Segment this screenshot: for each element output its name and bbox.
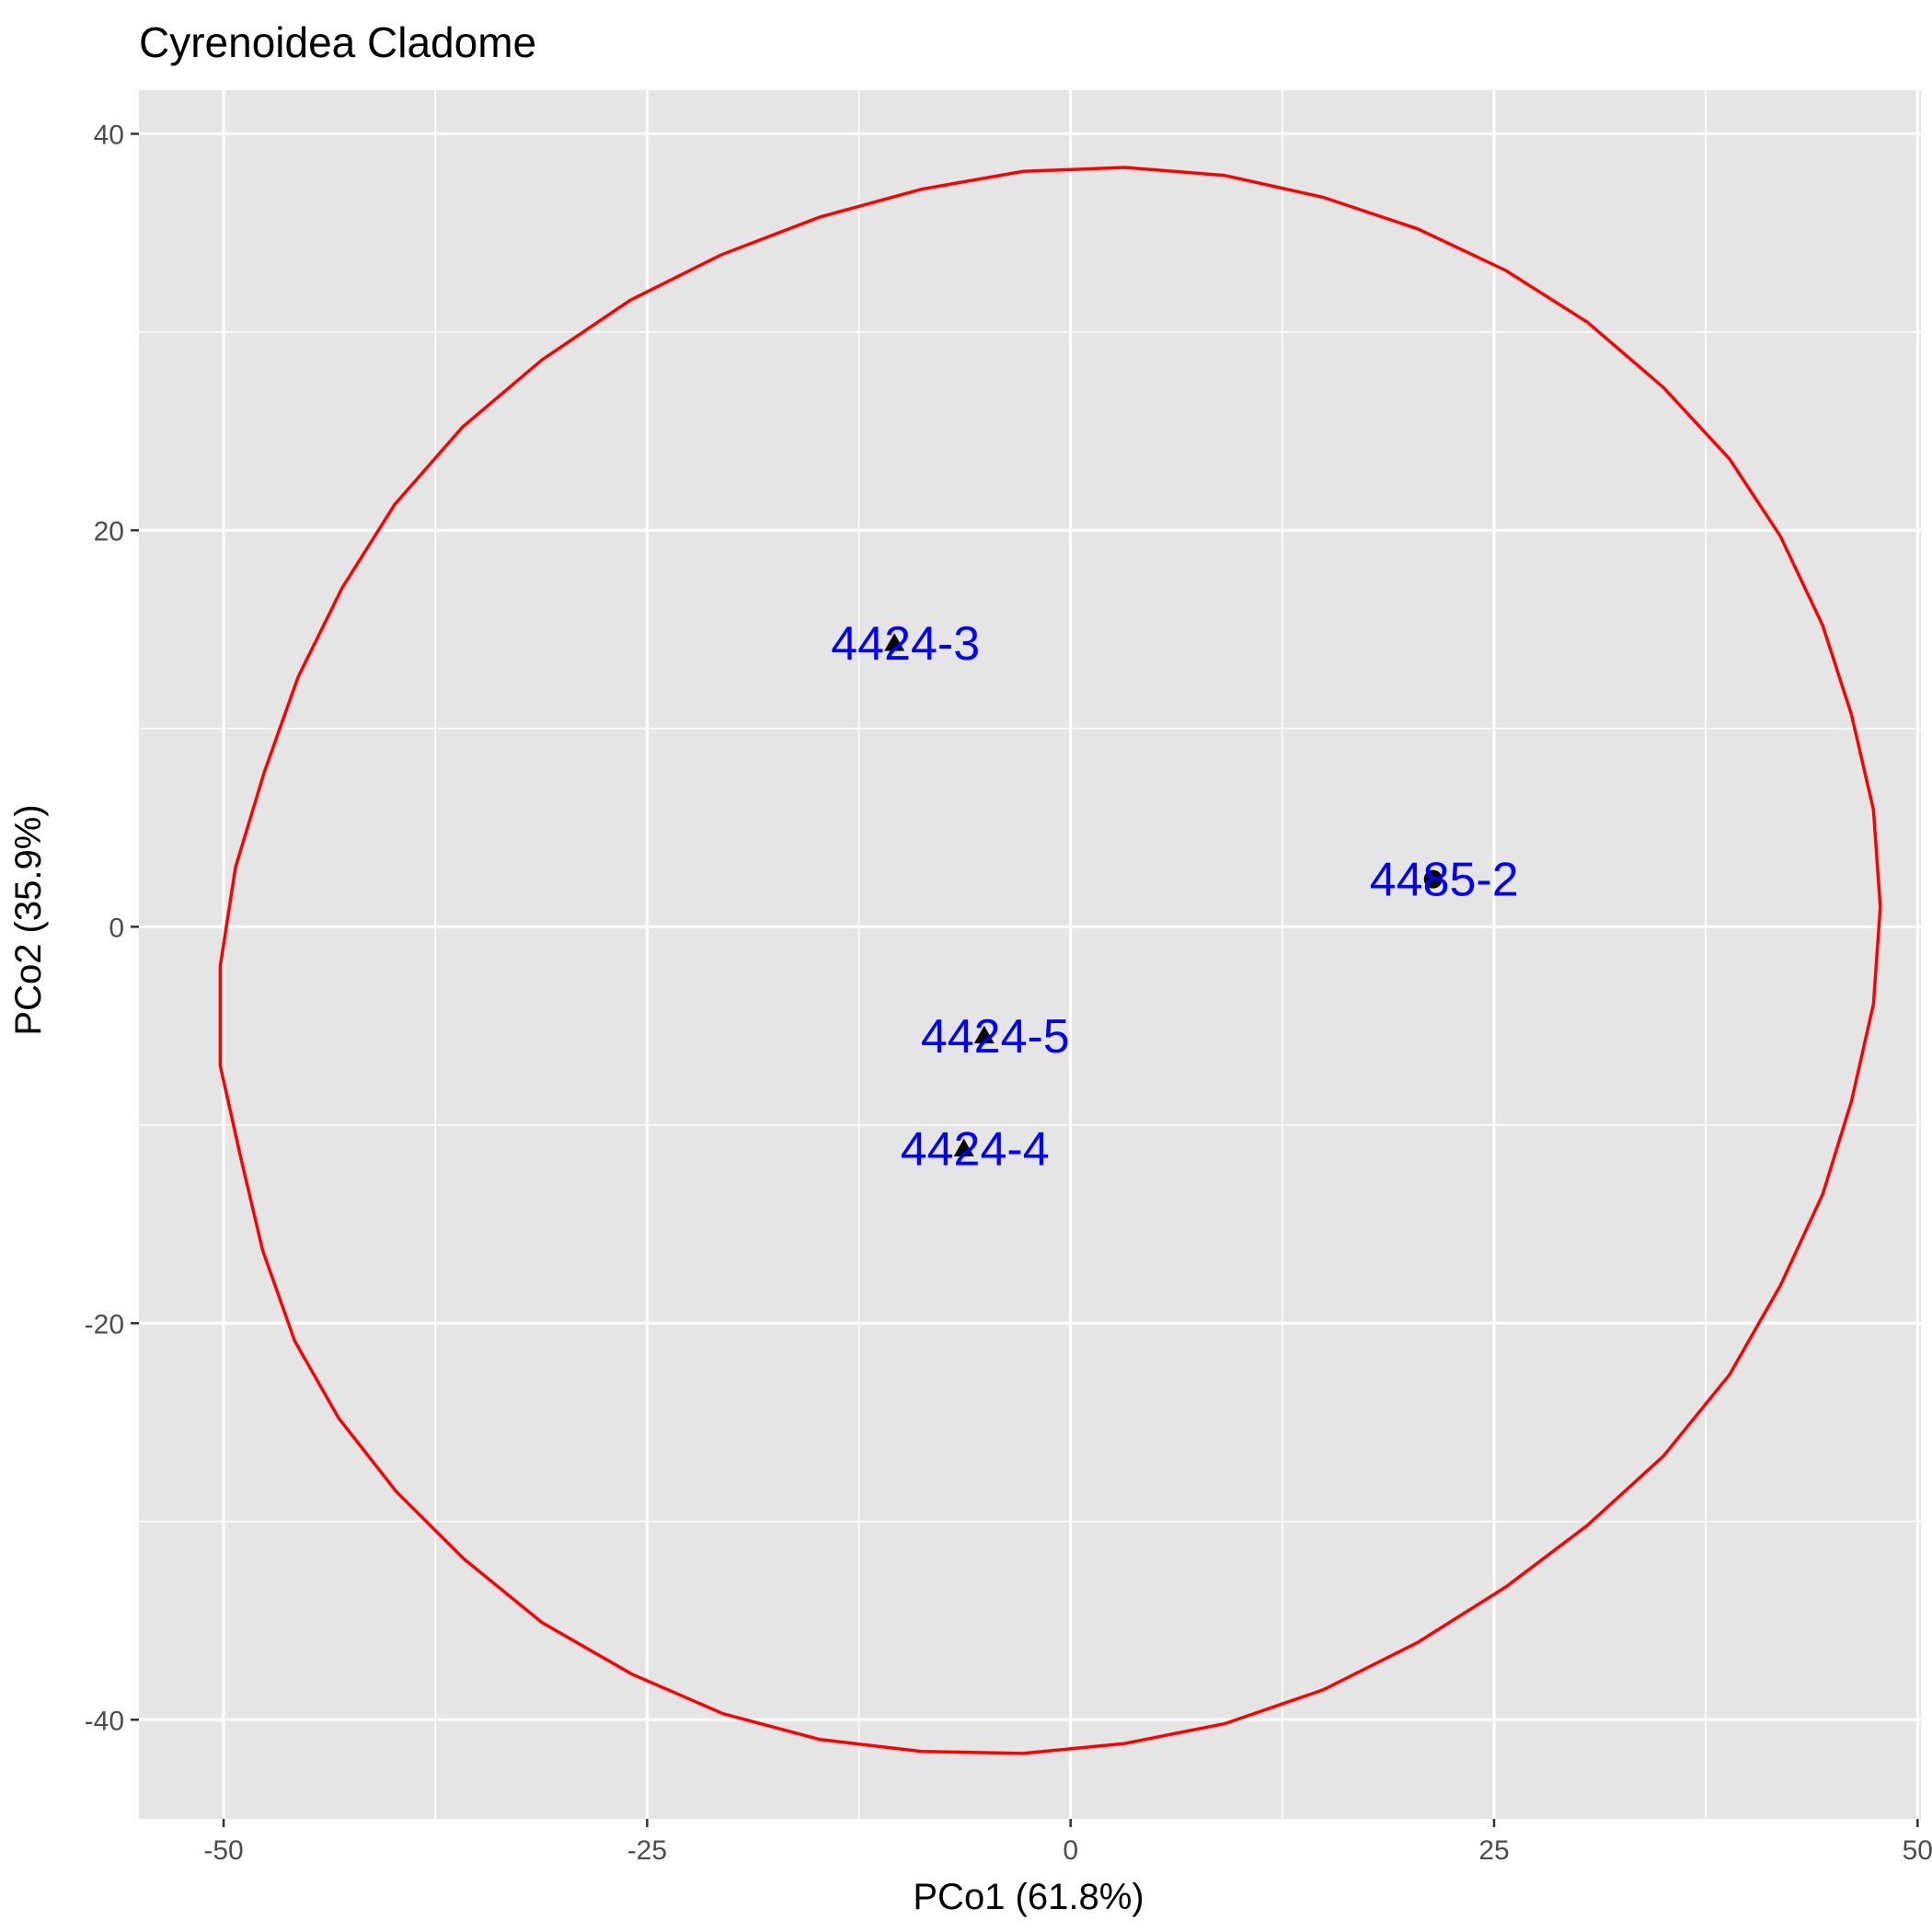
x-tick-label: 25 [1478,1835,1509,1866]
confidence-ellipse [218,166,1882,1755]
x-axis-title: PCo1 (61.8%) [913,1877,1144,1917]
y-tick-label: 20 [94,516,124,546]
major-gridlines [139,90,1921,1819]
y-axis: -40 -20 0 20 40 [85,120,139,1736]
data-point-label: 4485-2 [1370,854,1519,907]
data-point-labels: 4424-3 4485-2 4424-5 4424-4 [831,617,1518,1176]
y-tick-label: -40 [85,1706,124,1736]
y-axis-title: PCo2 (35.9%) [8,804,49,1035]
x-tick-label: -50 [203,1835,243,1866]
data-point-triangle [953,1138,974,1156]
data-point-circle [1423,869,1443,889]
data-point-label: 4424-3 [831,617,980,671]
x-axis: -50 -25 0 25 50 [203,1819,1932,1866]
x-tick-label: -25 [627,1835,667,1866]
y-tick-label: 0 [109,913,124,943]
y-tick-label: -20 [85,1309,124,1340]
y-tick-label: 40 [94,120,124,150]
minor-gridlines [139,90,1921,1819]
data-point-label: 4424-4 [901,1123,1050,1177]
chart-title: Cyrenoidea Cladome [139,18,536,66]
x-tick-label: 0 [1063,1835,1078,1866]
data-point-triangle [973,1025,995,1044]
x-tick-label: 50 [1903,1835,1932,1866]
plot-panel [139,90,1921,1819]
data-point-triangle [884,633,905,651]
data-points [884,633,1443,1156]
data-point-label: 4424-5 [921,1010,1070,1064]
